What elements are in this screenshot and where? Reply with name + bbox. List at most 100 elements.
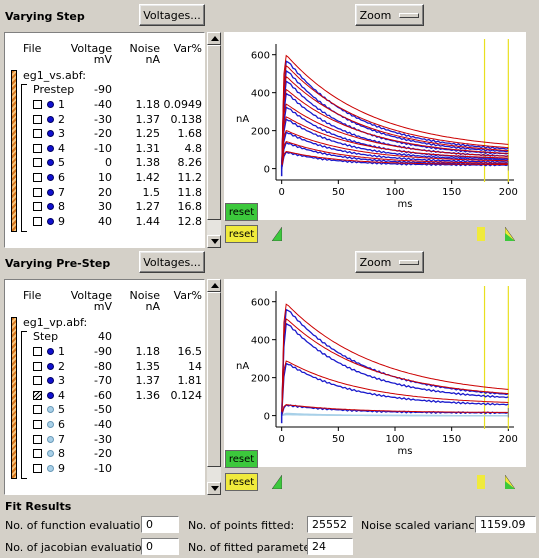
x-tick-label: 0 [278, 187, 284, 198]
row-voltage: -20 [94, 127, 112, 141]
row-index: 4 [58, 388, 65, 402]
data-trace [281, 322, 509, 416]
row-var: 1.81 [177, 374, 203, 388]
row-index: 6 [58, 171, 65, 184]
row-checkbox[interactable] [33, 347, 42, 356]
row-index: 1 [58, 98, 65, 111]
row-checkbox[interactable] [33, 114, 42, 124]
row-index: 8 [58, 447, 65, 461]
panel2-chart[interactable]: 600 400 200 0 0 50 100 150 200 nA ms [224, 279, 526, 467]
group-value: 40 [98, 330, 112, 343]
x-axis-label: ms [398, 446, 413, 457]
points-field: 25552 [307, 516, 353, 533]
row-index: 5 [58, 403, 65, 417]
row-status-dot [47, 421, 54, 428]
x-tick-label: 200 [499, 434, 518, 445]
scroll-up-button[interactable] [207, 279, 221, 292]
row-voltage: -20 [94, 447, 112, 461]
fit-trace [281, 116, 509, 169]
variance-field: 1159.09 [475, 516, 536, 533]
panel1-voltages-button[interactable]: Voltages... [139, 4, 205, 26]
row-noise: 1.18 [135, 98, 161, 111]
panel1-chart[interactable]: 600 400 200 0 0 50 100 150 200 nA ms [224, 32, 526, 220]
row-checkbox[interactable] [33, 361, 42, 371]
scroll-thumb[interactable] [207, 292, 221, 467]
data-trace [281, 118, 509, 169]
fit-trace [281, 303, 509, 416]
panel1-zoom-button[interactable]: Zoom [355, 4, 424, 26]
data-trace [281, 362, 509, 416]
jac-eval-field: 0 [141, 538, 179, 555]
panel1-file-list: File Voltage mV Noise nA Var% eg1_vs.abf… [4, 32, 205, 248]
left-cursor-marker[interactable] [272, 227, 282, 241]
yellow-cursor-marker[interactable] [477, 227, 485, 241]
row-checkbox[interactable] [33, 143, 42, 153]
panel2-zoom-button[interactable]: Zoom [355, 251, 424, 273]
row-checkbox[interactable] [33, 187, 42, 197]
row-noise: 1.42 [135, 171, 161, 184]
params-label: No. of fitted parameters: [188, 541, 325, 554]
header-noise-unit: nA [145, 300, 161, 313]
row-index: 5 [58, 156, 65, 170]
row-checkbox[interactable] [33, 405, 42, 415]
func-eval-field: 0 [141, 516, 179, 533]
right-cursor-marker[interactable] [505, 475, 515, 489]
left-cursor-marker[interactable] [272, 475, 282, 489]
scroll-down-button[interactable] [207, 235, 221, 248]
row-checkbox[interactable] [33, 216, 42, 226]
panel1-scrollbar[interactable] [207, 32, 221, 248]
y-tick-label: 200 [251, 127, 270, 138]
header-noise: Noise [129, 42, 160, 55]
panel2-reset-green[interactable]: reset [225, 450, 258, 468]
row-var: 0.0949 [163, 98, 203, 111]
row-status-dot [47, 144, 54, 152]
panel2-reset-yellow[interactable]: reset [225, 473, 258, 491]
row-checkbox[interactable] [33, 173, 42, 182]
row-index: 9 [58, 461, 65, 475]
panel1-reset-green[interactable]: reset [225, 203, 258, 221]
y-axis-label: nA [236, 114, 249, 125]
scroll-up-button[interactable] [207, 32, 221, 45]
scroll-thumb[interactable] [207, 45, 221, 220]
row-voltage: -10 [94, 461, 112, 475]
panel2-voltages-button[interactable]: Voltages... [139, 251, 205, 273]
row-checkbox[interactable] [33, 376, 42, 386]
scroll-down-button[interactable] [207, 482, 221, 495]
right-cursor-marker[interactable] [505, 227, 515, 241]
row-voltage: -60 [94, 388, 112, 402]
row-status-dot [47, 348, 54, 355]
yellow-cursor-marker[interactable] [477, 475, 485, 489]
row-noise: 1.18 [135, 345, 161, 358]
row-index: 3 [58, 374, 65, 388]
row-checkbox[interactable] [33, 434, 42, 444]
row-checkbox[interactable] [33, 129, 42, 139]
panel2-scrollbar[interactable] [207, 279, 221, 495]
panel1-reset-yellow[interactable]: reset [225, 225, 258, 243]
row-status-dot [47, 406, 54, 414]
row-checkbox[interactable] [33, 463, 42, 473]
panel2-title: Varying Pre-Step [5, 257, 111, 270]
row-voltage: -70 [94, 374, 112, 388]
row-checkbox[interactable] [33, 390, 42, 400]
row-checkbox[interactable] [33, 202, 42, 212]
row-voltage: -30 [94, 112, 112, 126]
fit-trace [281, 88, 509, 169]
row-voltage: -30 [94, 432, 112, 446]
file-group-marker[interactable] [11, 70, 17, 232]
row-checkbox[interactable] [33, 158, 42, 168]
row-index: 2 [58, 112, 65, 126]
row-checkbox[interactable] [33, 449, 42, 459]
row-noise: 1.25 [135, 127, 161, 141]
fit-results-title: Fit Results [5, 500, 72, 513]
header-var: Var% [173, 289, 202, 302]
row-voltage: -50 [94, 403, 112, 417]
row-checkbox[interactable] [33, 420, 42, 429]
row-checkbox[interactable] [33, 100, 42, 109]
zoom-label: Zoom [359, 255, 392, 269]
header-voltage: Voltage [70, 42, 112, 55]
header-voltage-unit: mV [93, 53, 112, 66]
file-group-marker[interactable] [11, 317, 17, 479]
row-voltage: 20 [98, 185, 112, 199]
